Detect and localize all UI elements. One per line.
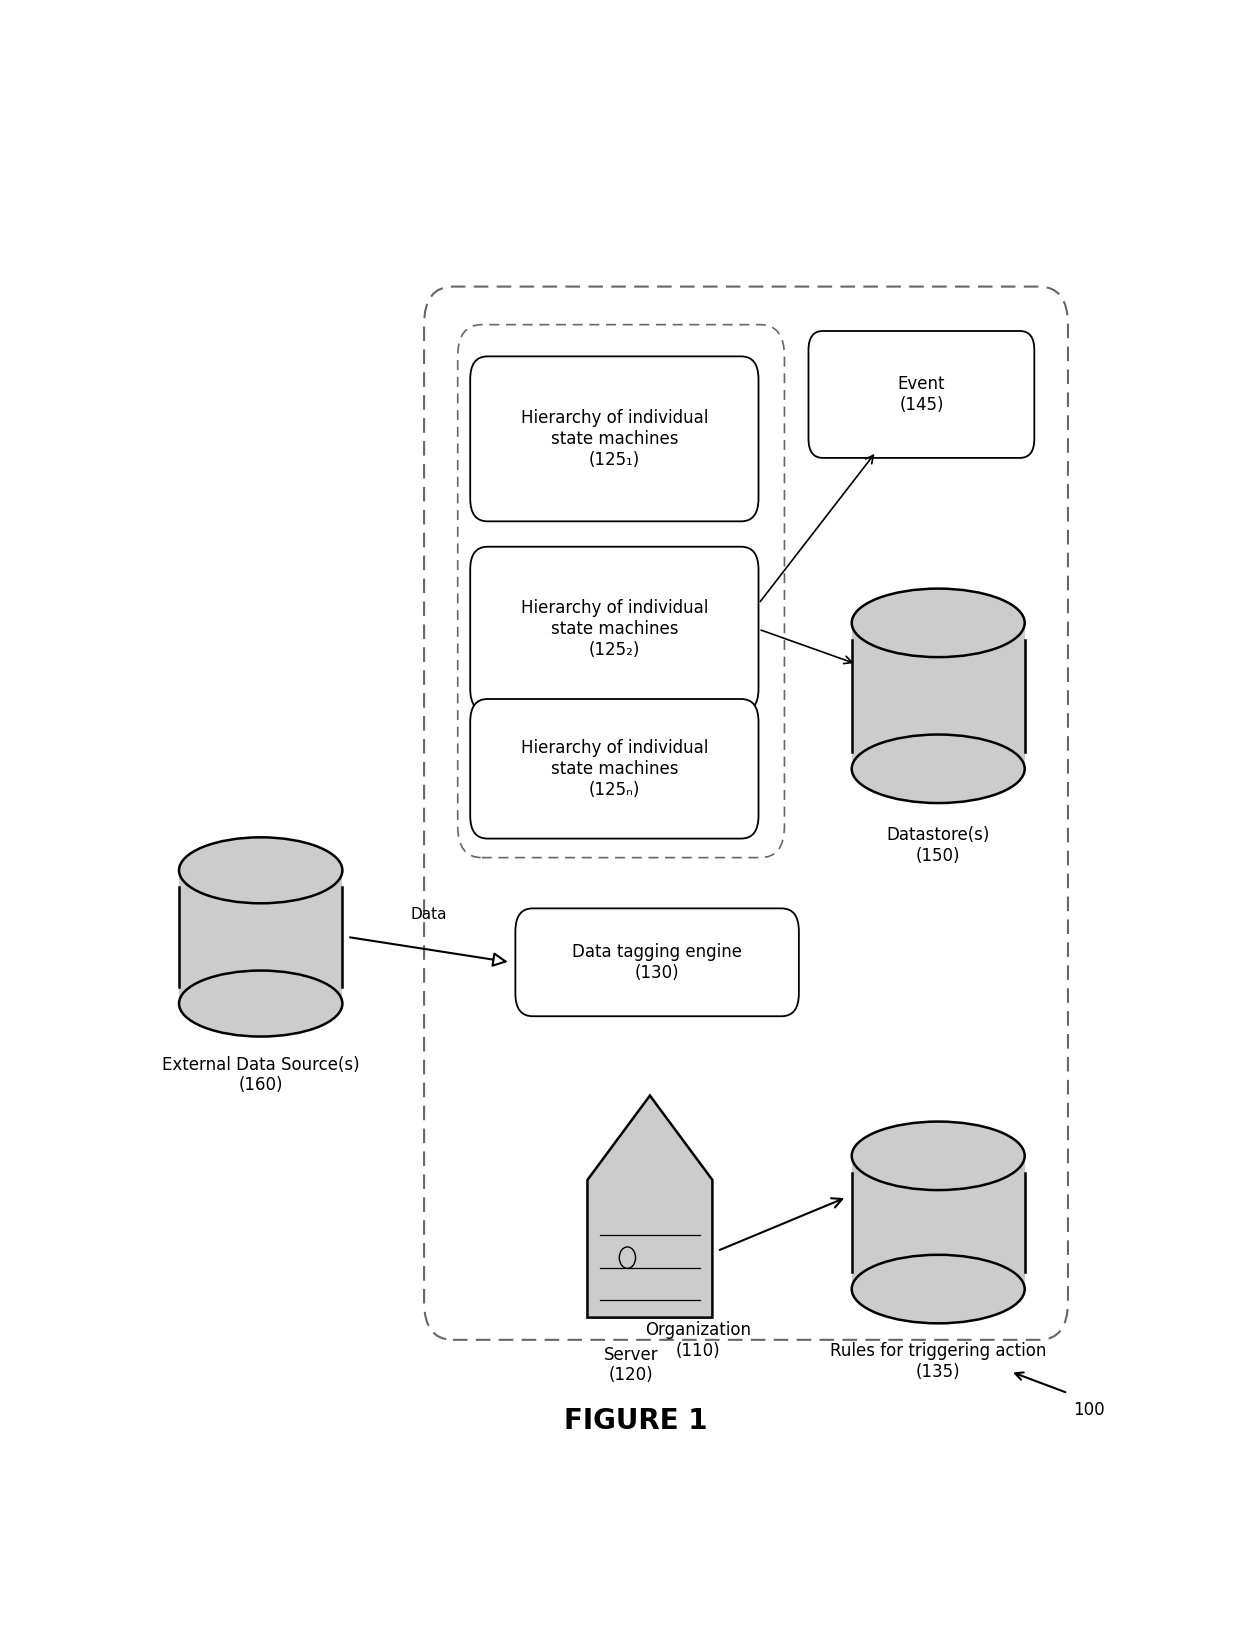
Text: FIGURE 1: FIGURE 1 (564, 1407, 707, 1435)
FancyBboxPatch shape (458, 325, 785, 857)
Text: Rules for triggering action
(135): Rules for triggering action (135) (830, 1343, 1047, 1381)
Text: External Data Source(s)
(160): External Data Source(s) (160) (162, 1056, 360, 1094)
Text: Hierarchy of individual
state machines
(125₁): Hierarchy of individual state machines (… (521, 409, 708, 468)
Polygon shape (852, 1155, 1024, 1289)
Ellipse shape (179, 971, 342, 1037)
Ellipse shape (852, 735, 1024, 803)
Text: Datastore(s)
(150): Datastore(s) (150) (887, 826, 990, 865)
Text: Hierarchy of individual
state machines
(125₂): Hierarchy of individual state machines (… (521, 600, 708, 659)
Ellipse shape (852, 1122, 1024, 1190)
Polygon shape (588, 1096, 713, 1318)
FancyBboxPatch shape (424, 287, 1068, 1340)
Text: Data tagging engine
(130): Data tagging engine (130) (572, 943, 742, 982)
FancyBboxPatch shape (470, 699, 759, 839)
Text: Hierarchy of individual
state machines
(125ₙ): Hierarchy of individual state machines (… (521, 738, 708, 799)
Ellipse shape (852, 588, 1024, 658)
Ellipse shape (852, 1254, 1024, 1323)
Polygon shape (179, 870, 342, 1004)
FancyBboxPatch shape (516, 908, 799, 1017)
Text: Server
(120): Server (120) (604, 1345, 658, 1384)
Text: Organization
(110): Organization (110) (645, 1320, 751, 1360)
Text: Data: Data (410, 906, 448, 921)
FancyBboxPatch shape (808, 331, 1034, 458)
Text: 100: 100 (1073, 1401, 1105, 1419)
FancyBboxPatch shape (470, 356, 759, 521)
Ellipse shape (179, 837, 342, 903)
FancyBboxPatch shape (470, 547, 759, 712)
Polygon shape (852, 623, 1024, 768)
Text: Event
(145): Event (145) (898, 376, 945, 414)
